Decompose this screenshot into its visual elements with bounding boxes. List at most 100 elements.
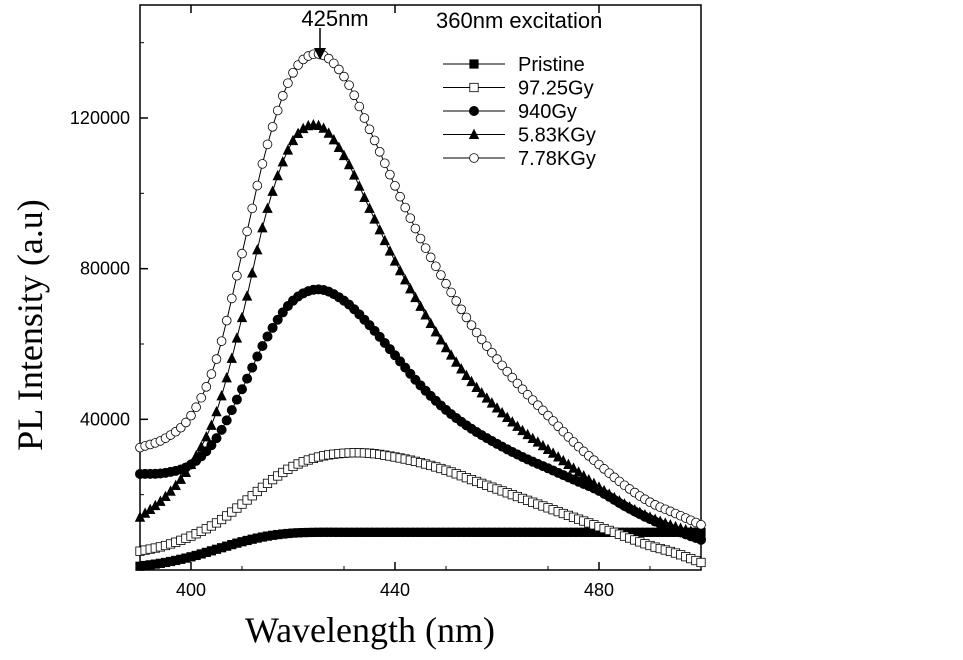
data-point: [211, 433, 222, 444]
data-point: [180, 466, 192, 477]
data-point: [364, 124, 375, 135]
legend-marker: [469, 153, 479, 163]
data-point: [226, 352, 237, 363]
data-point: [578, 470, 589, 481]
data-point: [354, 180, 365, 191]
annotation-layer: 425nm 360nm excitation: [301, 6, 602, 60]
data-point: [629, 503, 640, 515]
legend-entry-1: 97.25Gy: [443, 78, 594, 100]
data-point: [226, 405, 237, 416]
data-point: [527, 432, 538, 443]
data-point: [385, 169, 395, 180]
data-point: [456, 363, 467, 374]
data-point: [696, 519, 706, 530]
data-point: [593, 481, 605, 492]
data-point: [343, 158, 355, 170]
data-point: [369, 135, 380, 146]
data-point: [242, 226, 252, 237]
data-point: [553, 451, 564, 462]
legend-marker: [468, 128, 480, 139]
legend-entry-4: 7.78KGy: [443, 148, 596, 170]
data-point: [262, 139, 273, 150]
legend-label: 97.25Gy: [518, 78, 594, 100]
data-point: [252, 180, 263, 191]
data-point: [369, 213, 380, 224]
data-point: [410, 291, 421, 303]
data-point: [216, 336, 227, 346]
data-point: [558, 454, 569, 466]
data-point: [563, 458, 574, 470]
data-point: [507, 416, 518, 427]
data-point: [446, 287, 456, 298]
data-point: [252, 243, 263, 255]
data-point: [502, 366, 513, 377]
data-point: [349, 169, 360, 180]
data-point: [476, 334, 487, 345]
data-point: [190, 450, 202, 461]
data-point: [349, 90, 360, 101]
series-2: [134, 284, 707, 545]
data-point: [487, 347, 497, 358]
series-3: [134, 118, 707, 539]
data-point: [221, 415, 232, 426]
data-point: [400, 274, 411, 285]
x-tick-label: 440: [380, 580, 410, 600]
data-point: [598, 484, 610, 496]
y-tick-label: 80000: [80, 259, 130, 279]
data-point: [277, 91, 288, 101]
data-point: [170, 479, 181, 491]
data-point: [185, 458, 197, 470]
legend-label: 7.78KGy: [518, 148, 596, 170]
data-point: [191, 402, 201, 413]
data-point: [522, 428, 533, 440]
data-point: [389, 255, 401, 266]
data-point: [216, 424, 227, 435]
data-point: [517, 424, 528, 436]
legend-label: 5.83KGy: [518, 125, 596, 147]
data-point: [405, 283, 416, 294]
data-point: [497, 360, 507, 371]
data-point: [420, 243, 431, 253]
peak-annotation: 425nm: [301, 6, 368, 31]
legend-marker: [469, 82, 479, 93]
series-line: [139, 53, 702, 526]
data-point: [568, 462, 579, 473]
data-point: [231, 332, 243, 343]
data-point: [236, 384, 247, 395]
data-point: [227, 293, 237, 304]
data-point: [491, 402, 503, 413]
data-point: [206, 419, 217, 430]
data-point: [272, 314, 283, 325]
data-point: [262, 331, 273, 342]
data-point: [379, 158, 390, 169]
data-point: [201, 431, 212, 442]
data-point: [394, 264, 406, 276]
x-tick-label: 400: [176, 580, 206, 600]
data-point: [496, 406, 508, 418]
data-point: [236, 311, 248, 323]
series-layer: [134, 49, 707, 571]
data-point: [359, 113, 370, 123]
data-point: [466, 375, 477, 387]
data-point: [221, 371, 232, 383]
data-point: [441, 278, 451, 289]
data-point: [466, 320, 477, 330]
data-point: [211, 354, 222, 364]
data-point: [257, 159, 268, 169]
data-point: [232, 270, 242, 281]
data-point: [181, 417, 191, 428]
y-tick-label: 40000: [80, 409, 130, 429]
data-point: [481, 341, 492, 351]
data-point: [175, 473, 186, 484]
data-point: [461, 369, 472, 380]
data-point: [272, 105, 283, 116]
data-point: [639, 509, 651, 520]
data-point: [379, 234, 390, 246]
data-point: [492, 354, 502, 364]
data-point: [384, 245, 396, 256]
data-point: [542, 443, 554, 454]
data-point: [486, 397, 498, 408]
data-point: [410, 223, 421, 234]
y-tick-label: 120000: [70, 108, 130, 128]
